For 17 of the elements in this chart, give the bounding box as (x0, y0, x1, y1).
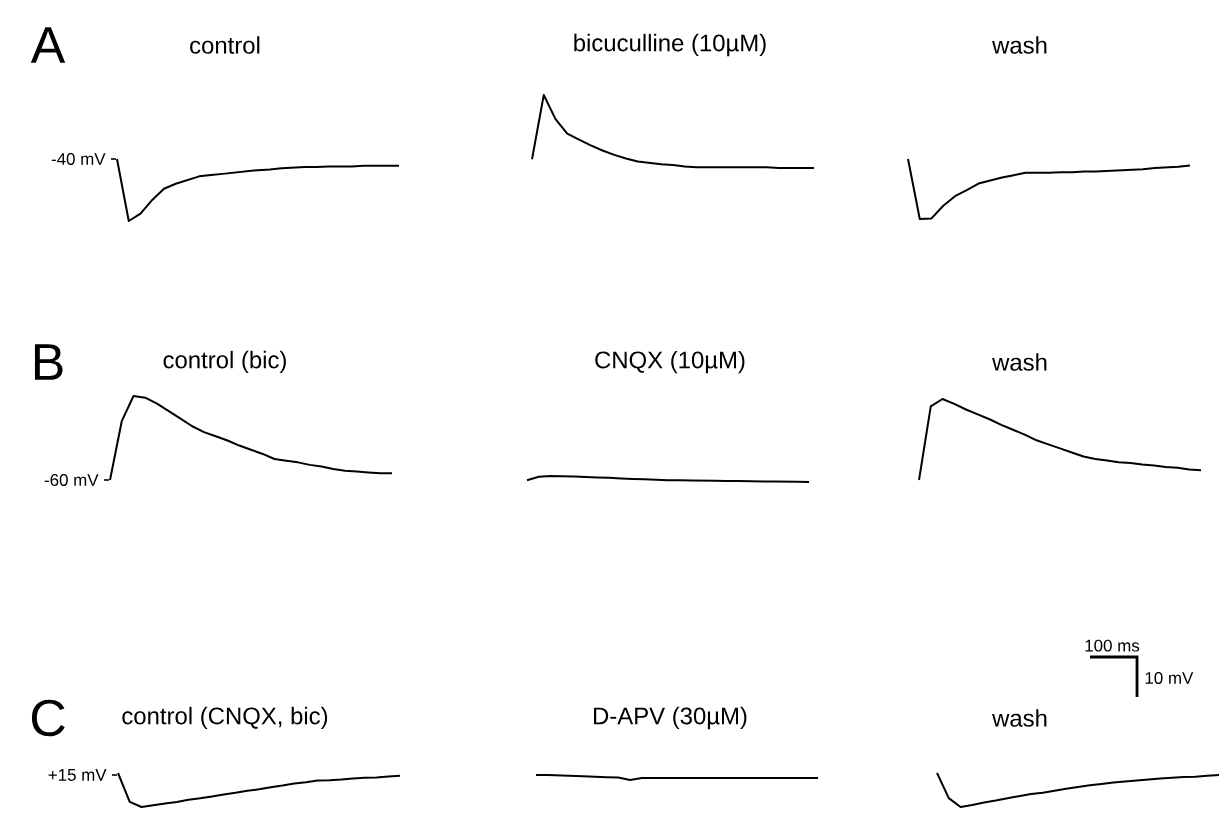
chart-title: D-APV (30µM) (594, 706, 747, 730)
text: C (31, 699, 65, 737)
chart-title: wash (992, 353, 1047, 371)
text: -60 mV (44, 474, 99, 486)
chart-title: wash (992, 709, 1047, 727)
text: 100 ms (1085, 639, 1140, 652)
text: B (34, 344, 63, 380)
chart-title: control (bic) (163, 350, 286, 374)
chart-title: CNQX (10µM) (595, 350, 745, 374)
text: +15 mV (48, 769, 107, 781)
chart-title: control (190, 36, 260, 54)
chart-title: control (CNQX, bic) (122, 706, 328, 730)
chart-title: bicuculline (10µM) (574, 33, 766, 57)
chart-title: wash (992, 36, 1047, 54)
text: A (30, 27, 66, 63)
text: -40 mV (51, 153, 106, 165)
text: 10 mV (1145, 672, 1194, 684)
